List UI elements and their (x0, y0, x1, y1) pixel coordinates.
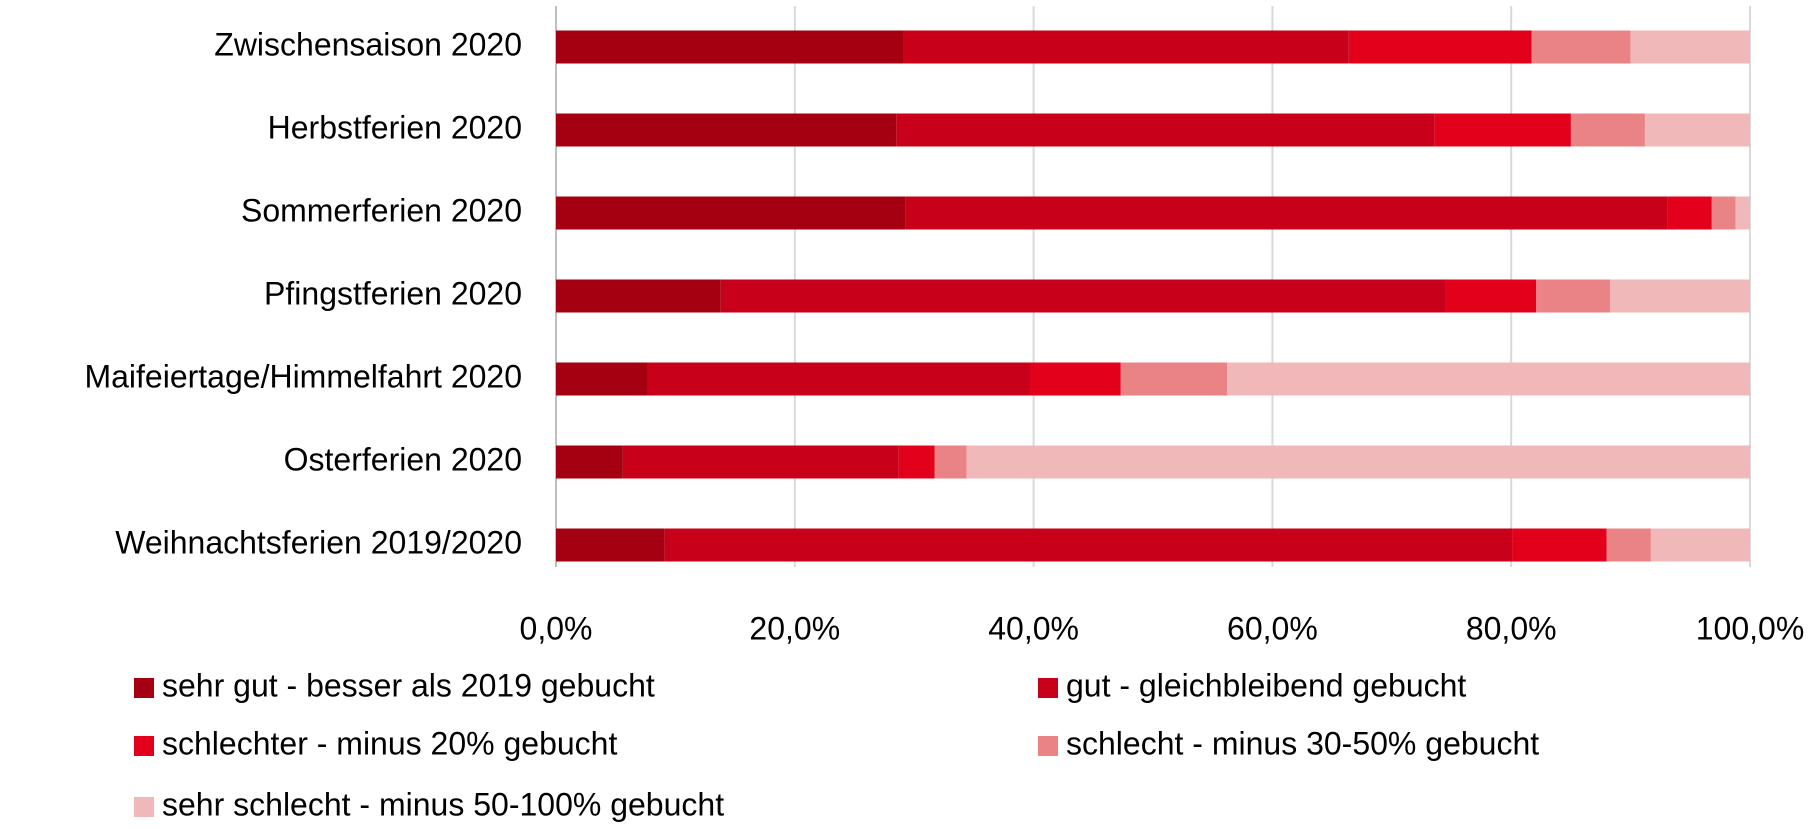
bar-segment (898, 445, 935, 479)
bar-segment (1650, 528, 1750, 562)
bar-segment (720, 279, 1446, 313)
x-tick-label: 40,0% (988, 610, 1079, 646)
bar-segment (966, 445, 1750, 479)
bar-segment (1667, 196, 1712, 230)
bar-segment (1227, 362, 1750, 396)
bar-segment (556, 30, 904, 64)
x-tick-label: 100,0% (1696, 610, 1805, 646)
bar-segment (1531, 30, 1631, 64)
bar-segment (1644, 113, 1750, 147)
bar-segment (556, 279, 721, 313)
bar-segment (1348, 30, 1532, 64)
x-tick-label: 20,0% (749, 610, 840, 646)
bar-segment (622, 445, 899, 479)
x-tick-label: 60,0% (1227, 610, 1318, 646)
bar-segment (1030, 362, 1121, 396)
bar-segment (1630, 30, 1750, 64)
bar-segment (1445, 279, 1537, 313)
y-tick-label: Herbstferien 2020 (268, 109, 522, 145)
legend-label: sehr schlecht - minus 50-100% gebucht (162, 786, 724, 822)
bar-segment (1120, 362, 1228, 396)
bar-segment (905, 196, 1668, 230)
legend-label: schlechter - minus 20% gebucht (162, 725, 617, 761)
y-tick-label: Zwischensaison 2020 (214, 26, 522, 62)
bar-segment (903, 30, 1349, 64)
bar-segment (1570, 113, 1645, 147)
bar-segment (556, 528, 665, 562)
legend-swatch (1038, 736, 1058, 756)
bar-segment (647, 362, 1031, 396)
bar-segment (556, 196, 906, 230)
bar-segment (556, 445, 623, 479)
bar-segment (1606, 528, 1651, 562)
x-tick-label: 0,0% (520, 610, 593, 646)
x-tick-label: 80,0% (1466, 610, 1557, 646)
y-tick-label: Maifeiertage/Himmelfahrt 2020 (84, 358, 522, 394)
legend-label: schlecht - minus 30-50% gebucht (1066, 725, 1539, 761)
y-tick-label: Sommerferien 2020 (241, 192, 522, 228)
bar-segment (664, 528, 1513, 562)
legend-swatch (134, 797, 154, 817)
bar-segment (556, 113, 897, 147)
bar-segment (1610, 279, 1750, 313)
bar-segment (1735, 196, 1750, 230)
y-tick-label: Osterferien 2020 (284, 441, 522, 477)
legend-label: gut - gleichbleibend gebucht (1066, 667, 1466, 703)
bar-segment (556, 362, 648, 396)
bar-segment (934, 445, 967, 479)
legend-swatch (134, 736, 154, 756)
y-tick-label: Pfingstferien 2020 (264, 275, 522, 311)
bar-segment (1434, 113, 1571, 147)
bar-segment (1536, 279, 1611, 313)
bar-segment (1711, 196, 1736, 230)
legend-label: sehr gut - besser als 2019 gebucht (162, 667, 655, 703)
legend-swatch (134, 678, 154, 698)
y-tick-label: Weihnachtsferien 2019/2020 (115, 524, 522, 560)
legend-swatch (1038, 678, 1058, 698)
bar-segment (1512, 528, 1607, 562)
bar-segment (896, 113, 1435, 147)
